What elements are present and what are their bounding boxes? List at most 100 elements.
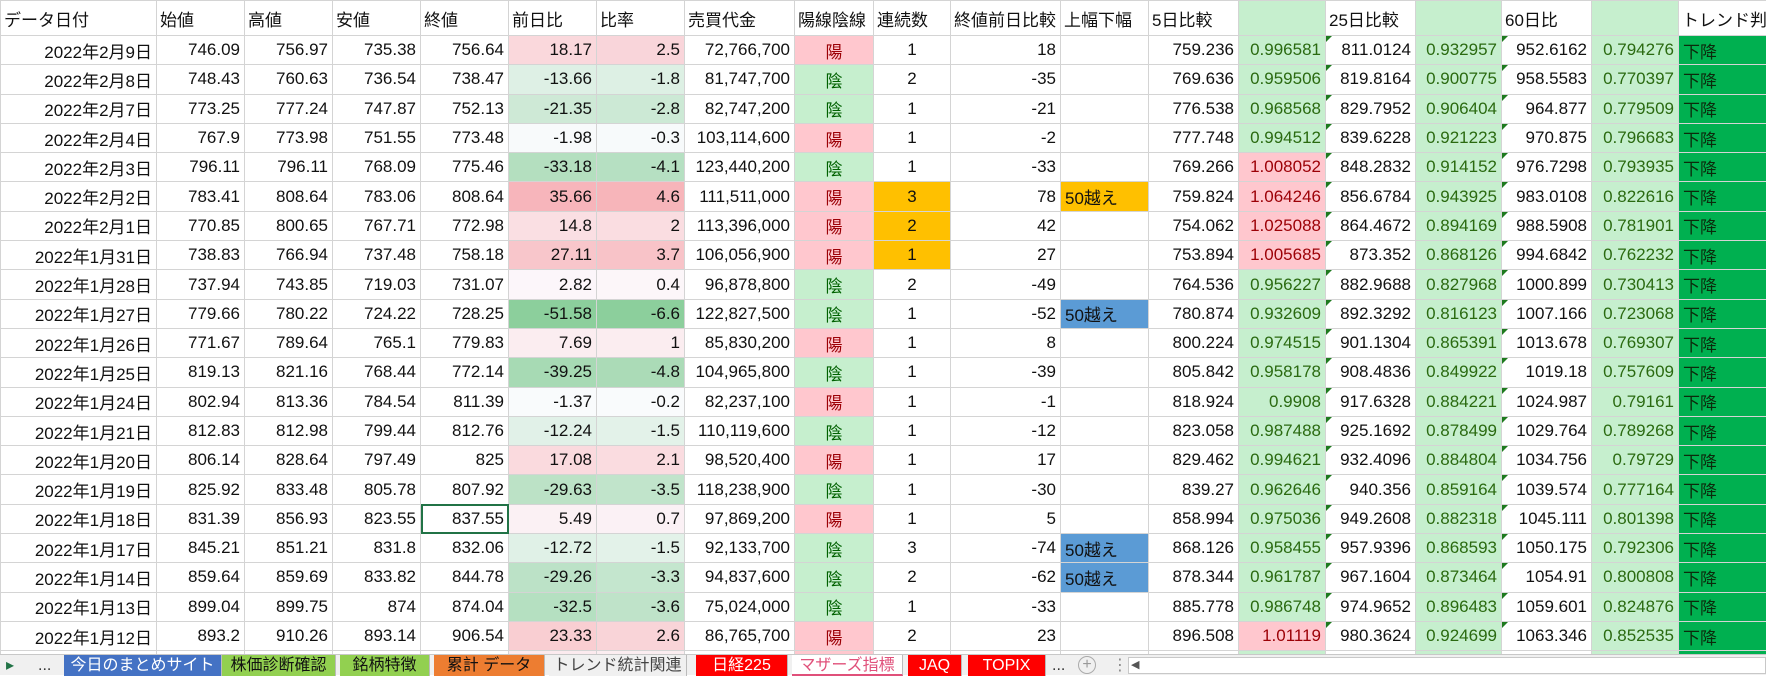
- cell-trend[interactable]: 下降: [1679, 299, 1766, 328]
- cell-high[interactable]: 789.64: [245, 328, 333, 357]
- cell-open[interactable]: 770.85: [157, 211, 245, 240]
- cell-change-rate[interactable]: -1.5: [597, 534, 685, 563]
- cell-date[interactable]: 2022年2月2日: [1, 182, 157, 211]
- cell-trend[interactable]: 下降: [1679, 358, 1766, 387]
- cell-close-diff[interactable]: 78: [951, 182, 1061, 211]
- cell-open[interactable]: 802.94: [157, 387, 245, 416]
- cell-candle-type[interactable]: 陽: [795, 241, 874, 270]
- cell-close-diff[interactable]: -1: [951, 387, 1061, 416]
- cell-ma5-ratio[interactable]: 0.962646: [1239, 475, 1326, 504]
- cell-range[interactable]: [1061, 446, 1149, 475]
- cell-ma25[interactable]: 940.356: [1326, 475, 1416, 504]
- cell-ma25[interactable]: 819.8164: [1326, 65, 1416, 94]
- header-ma25-ratio[interactable]: [1416, 1, 1502, 36]
- cell-open[interactable]: 806.14: [157, 446, 245, 475]
- cell-trend[interactable]: 下降: [1679, 504, 1766, 533]
- cell-ma25[interactable]: 925.1692: [1326, 416, 1416, 445]
- cell-open[interactable]: 796.11: [157, 153, 245, 182]
- cell-ma60[interactable]: 976.7298: [1502, 153, 1592, 182]
- cell-streak[interactable]: 2: [874, 563, 951, 592]
- cell-open[interactable]: 825.92: [157, 475, 245, 504]
- cell-trading-value[interactable]: 103,114,600: [685, 123, 795, 152]
- cell-change[interactable]: -32.5: [509, 592, 597, 621]
- cell-low[interactable]: 805.78: [333, 475, 421, 504]
- cell-low[interactable]: 747.87: [333, 94, 421, 123]
- cell-ma5[interactable]: 858.994: [1149, 504, 1239, 533]
- cell-date[interactable]: 2022年2月3日: [1, 153, 157, 182]
- tabs-more-left[interactable]: ...: [38, 655, 51, 676]
- cell-ma60-ratio[interactable]: 0.824876: [1592, 592, 1679, 621]
- cell-ma60[interactable]: 1063.346: [1502, 621, 1592, 650]
- cell-ma25[interactable]: 873.352: [1326, 241, 1416, 270]
- cell-trend[interactable]: 下降: [1679, 241, 1766, 270]
- cell-close-diff[interactable]: -33: [951, 153, 1061, 182]
- cell-trading-value[interactable]: 81,747,700: [685, 65, 795, 94]
- tabs-more-right[interactable]: ...: [1052, 655, 1065, 676]
- cell-low[interactable]: 765.1: [333, 328, 421, 357]
- cell-change[interactable]: -51.58: [509, 299, 597, 328]
- cell-change[interactable]: -21.35: [509, 94, 597, 123]
- cell-ma5[interactable]: 839.27: [1149, 475, 1239, 504]
- cell-change[interactable]: 7.69: [509, 328, 597, 357]
- cell-trend[interactable]: 下降: [1679, 36, 1766, 65]
- cell-change[interactable]: -12.24: [509, 416, 597, 445]
- cell-ma25-ratio[interactable]: 0.865391: [1416, 328, 1502, 357]
- cell-ma5[interactable]: 776.538: [1149, 94, 1239, 123]
- cell-ma5-ratio[interactable]: 0.956227: [1239, 270, 1326, 299]
- header-ma5[interactable]: 5日比較: [1149, 1, 1239, 36]
- cell-ma60[interactable]: 1034.756: [1502, 446, 1592, 475]
- cell-low[interactable]: 719.03: [333, 270, 421, 299]
- cell-ma25[interactable]: 892.3292: [1326, 299, 1416, 328]
- cell-change-rate[interactable]: 2: [597, 211, 685, 240]
- cell-ma5[interactable]: 759.824: [1149, 182, 1239, 211]
- cell-candle-type[interactable]: 陰: [795, 94, 874, 123]
- cell-ma60-ratio[interactable]: 0.762232: [1592, 241, 1679, 270]
- cell-high[interactable]: 743.85: [245, 270, 333, 299]
- sheet-tab[interactable]: 日経225: [696, 655, 788, 676]
- plus-circle-icon[interactable]: +: [1078, 656, 1096, 674]
- cell-change-rate[interactable]: -3.6: [597, 592, 685, 621]
- cell-close-diff[interactable]: 8: [951, 328, 1061, 357]
- scroll-left-icon[interactable]: ◀: [1131, 658, 1139, 673]
- cell-ma25-ratio[interactable]: 0.921223: [1416, 123, 1502, 152]
- cell-open[interactable]: 737.94: [157, 270, 245, 299]
- cell-ma25-ratio[interactable]: 0.884221: [1416, 387, 1502, 416]
- cell-close[interactable]: 775.46: [421, 153, 509, 182]
- cell-ma25[interactable]: 974.9652: [1326, 592, 1416, 621]
- cell-change[interactable]: 35.66: [509, 182, 597, 211]
- cell-range[interactable]: 50越え: [1061, 299, 1149, 328]
- cell-close[interactable]: 832.06: [421, 534, 509, 563]
- cell-close[interactable]: 812.76: [421, 416, 509, 445]
- cell-change-rate[interactable]: 0.7: [597, 504, 685, 533]
- cell-change-rate[interactable]: 1: [597, 328, 685, 357]
- cell-ma60-ratio[interactable]: 0.793935: [1592, 153, 1679, 182]
- cell-close[interactable]: 772.14: [421, 358, 509, 387]
- cell-open[interactable]: 771.67: [157, 328, 245, 357]
- cell-range[interactable]: [1061, 416, 1149, 445]
- cell-low[interactable]: 823.55: [333, 504, 421, 533]
- cell-open[interactable]: 893.2: [157, 621, 245, 650]
- header-close[interactable]: 終値: [421, 1, 509, 36]
- cell-trading-value[interactable]: 72,766,700: [685, 36, 795, 65]
- cell-low[interactable]: 874: [333, 592, 421, 621]
- cell-candle-type[interactable]: 陽: [795, 621, 874, 650]
- cell-close[interactable]: 807.92: [421, 475, 509, 504]
- cell-ma25-ratio[interactable]: 0.878499: [1416, 416, 1502, 445]
- cell-close[interactable]: 811.39: [421, 387, 509, 416]
- cell-close[interactable]: 758.18: [421, 241, 509, 270]
- cell-candle-type[interactable]: 陽: [795, 328, 874, 357]
- cell-date[interactable]: 2022年1月17日: [1, 534, 157, 563]
- cell-candle-type[interactable]: 陰: [795, 270, 874, 299]
- cell-streak[interactable]: 2: [874, 270, 951, 299]
- sheet-tab[interactable]: JAQ: [908, 655, 962, 676]
- cell-ma60[interactable]: 1059.601: [1502, 592, 1592, 621]
- cell-change-rate[interactable]: -3.3: [597, 563, 685, 592]
- cell-ma5-ratio[interactable]: 0.987488: [1239, 416, 1326, 445]
- cell-streak[interactable]: 2: [874, 621, 951, 650]
- cell-ma5[interactable]: 769.266: [1149, 153, 1239, 182]
- cell-ma25[interactable]: 957.9396: [1326, 534, 1416, 563]
- cell-date[interactable]: 2022年2月8日: [1, 65, 157, 94]
- cell-candle-type[interactable]: 陰: [795, 563, 874, 592]
- cell-ma60[interactable]: 1000.899: [1502, 270, 1592, 299]
- cell-change-rate[interactable]: -0.3: [597, 123, 685, 152]
